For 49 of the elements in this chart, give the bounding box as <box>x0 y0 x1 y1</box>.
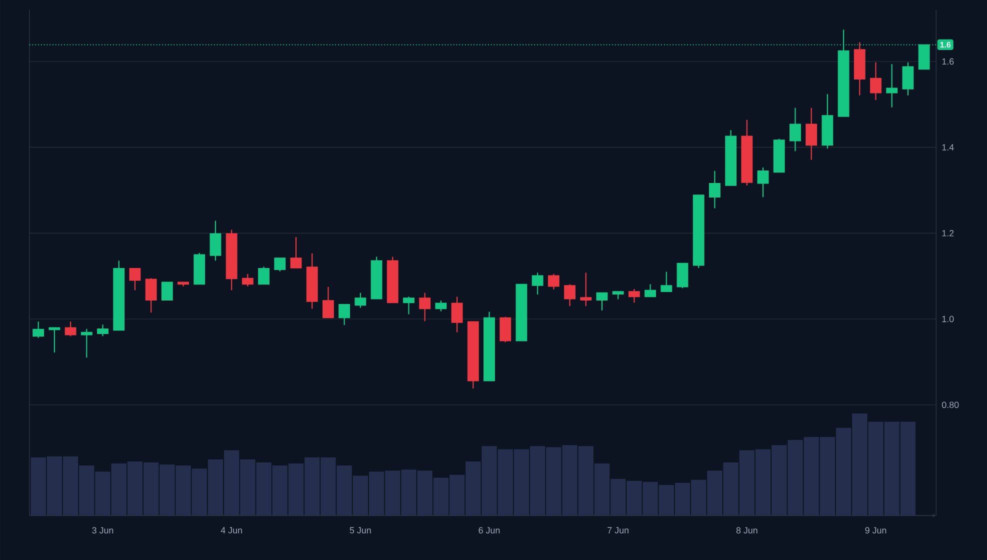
x-tick-label: 9 Jun <box>865 526 886 534</box>
candlestick <box>210 220 222 261</box>
candlestick <box>274 257 286 272</box>
candlestick <box>161 281 173 300</box>
candlestick <box>580 272 592 306</box>
candlestick <box>596 292 608 311</box>
candlestick <box>242 273 254 287</box>
candlestick <box>32 320 44 338</box>
x-tick-label: 7 Jun <box>608 526 628 534</box>
candlestick <box>644 283 656 298</box>
candlestick <box>290 236 302 268</box>
candlestick <box>258 266 270 285</box>
candlestick <box>806 107 818 160</box>
candlestick <box>532 272 544 295</box>
x-tick-label: 5 Jun <box>350 526 371 534</box>
candlestick <box>870 62 882 100</box>
candlestick <box>564 283 576 306</box>
x-tick-label: 3 Jun <box>92 526 114 534</box>
candlestick <box>548 273 560 290</box>
candlestick <box>757 166 769 198</box>
candlestick <box>403 296 414 315</box>
candlestick <box>48 326 60 353</box>
candlestick <box>886 63 898 108</box>
candlestick <box>354 292 366 308</box>
candlestick <box>64 320 76 337</box>
y-tick-label: 1.0 <box>942 316 954 322</box>
candlestick <box>338 304 350 326</box>
x-tick-label: 8 Jun <box>736 526 758 534</box>
candlestick <box>451 296 463 333</box>
candlestick <box>80 328 92 358</box>
candlestick <box>322 286 334 318</box>
candlestick <box>790 107 801 152</box>
candlestick <box>660 271 672 292</box>
candlestick <box>628 288 640 304</box>
candlestick <box>676 262 688 288</box>
candlestick <box>902 62 914 96</box>
candlestick <box>97 324 108 337</box>
candlestick <box>129 268 141 291</box>
candlestick <box>145 277 157 313</box>
y-tick-label: 0.80 <box>942 401 959 408</box>
candlestick <box>709 170 720 209</box>
y-tick-label: 1.6 <box>942 58 954 64</box>
y-tick-label: 1.2 <box>942 230 954 236</box>
candlestick <box>435 300 447 312</box>
y-tick-label: 1.4 <box>942 144 954 150</box>
x-tick-label: 6 Jun <box>478 526 500 534</box>
x-tick-label: 4 Jun <box>220 526 242 534</box>
candlestick <box>500 316 512 343</box>
candlestick <box>419 292 431 322</box>
